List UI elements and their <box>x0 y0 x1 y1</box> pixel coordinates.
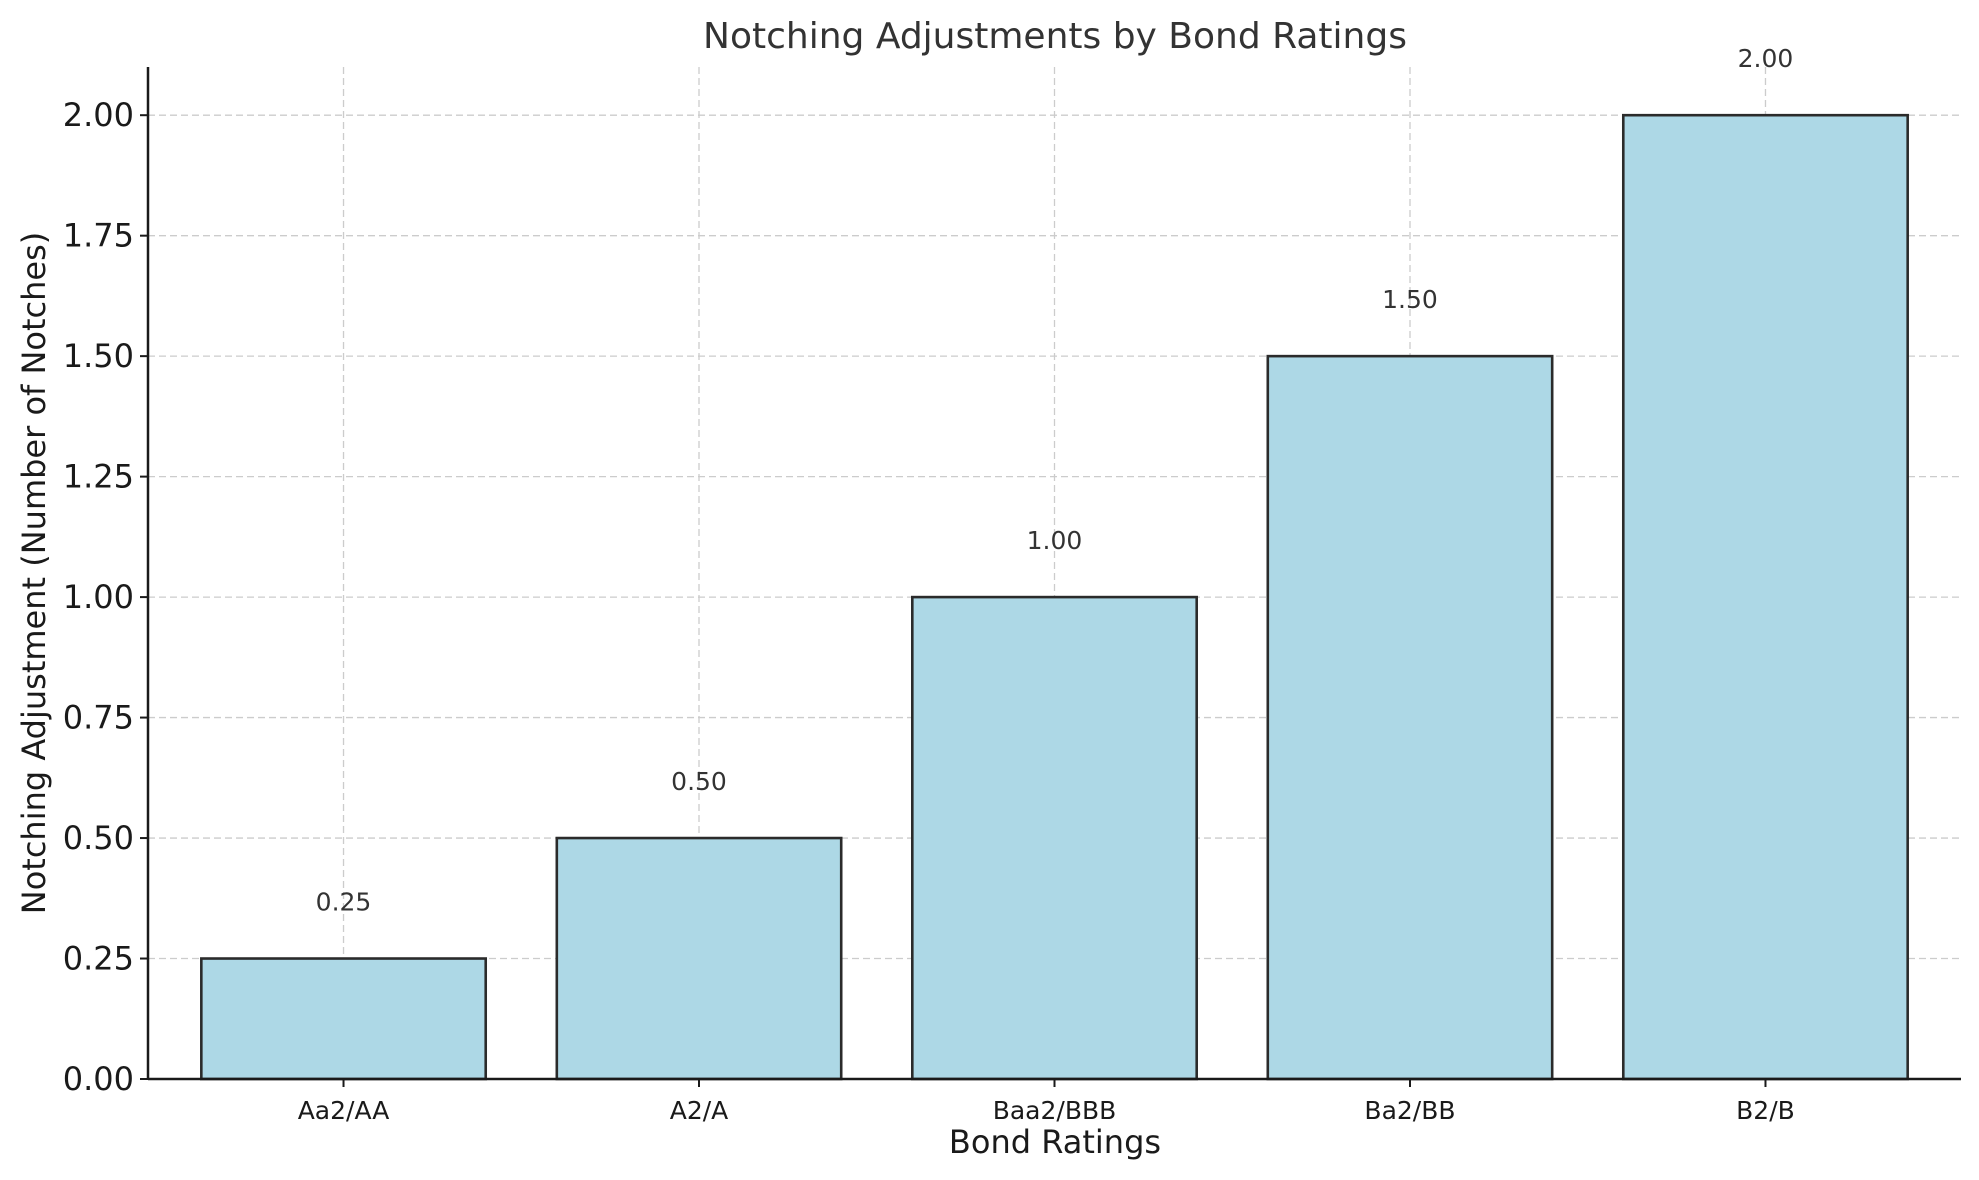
bar-aa2-aa <box>200 957 488 1081</box>
y-tick-label: 1.00 <box>63 578 134 616</box>
y-tick-label: 0.75 <box>63 699 134 737</box>
y-tick-label: 0.00 <box>63 1060 134 1098</box>
bar-a2-a <box>555 836 843 1081</box>
x-tick-label: A2/A <box>670 1096 729 1125</box>
bar-value-label: 0.25 <box>316 887 372 916</box>
y-tick-label: 0.25 <box>63 940 134 978</box>
y-tick-label: 1.50 <box>63 337 134 375</box>
y-tick-label: 2.00 <box>63 96 134 134</box>
data-labels: 0.25 0.50 1.00 1.50 2.00 <box>316 44 1794 916</box>
y-tick-label: 1.25 <box>63 458 134 496</box>
bar-b2-b <box>1621 113 1909 1081</box>
bar-value-label: 1.00 <box>1027 526 1083 555</box>
x-tick-label: Baa2/BBB <box>993 1096 1117 1125</box>
ticks: 0.00 0.25 0.50 0.75 1.00 1.25 1.50 1.75 2.00 Aa2/… <box>63 96 1795 1125</box>
bar-baa2-bbb <box>911 595 1198 1081</box>
x-tick-label: Ba2/BB <box>1364 1096 1455 1125</box>
bars <box>200 113 1909 1081</box>
bar-value-label: 0.50 <box>671 767 727 796</box>
x-axis-label: Bond Ratings <box>949 1123 1161 1161</box>
y-tick-label: 0.50 <box>63 819 134 857</box>
bar-ba2-bb <box>1266 354 1554 1081</box>
bar-value-label: 1.50 <box>1382 285 1438 314</box>
y-tick-label: 1.75 <box>63 217 134 255</box>
bar-value-label: 2.00 <box>1738 44 1794 73</box>
chart-title: Notching Adjustments by Bond Ratings <box>703 16 1407 57</box>
y-axis-label: Notching Adjustment (Number of Notches) <box>15 232 53 914</box>
x-tick-label: Aa2/AA <box>298 1096 390 1125</box>
x-tick-label: B2/B <box>1736 1096 1795 1125</box>
